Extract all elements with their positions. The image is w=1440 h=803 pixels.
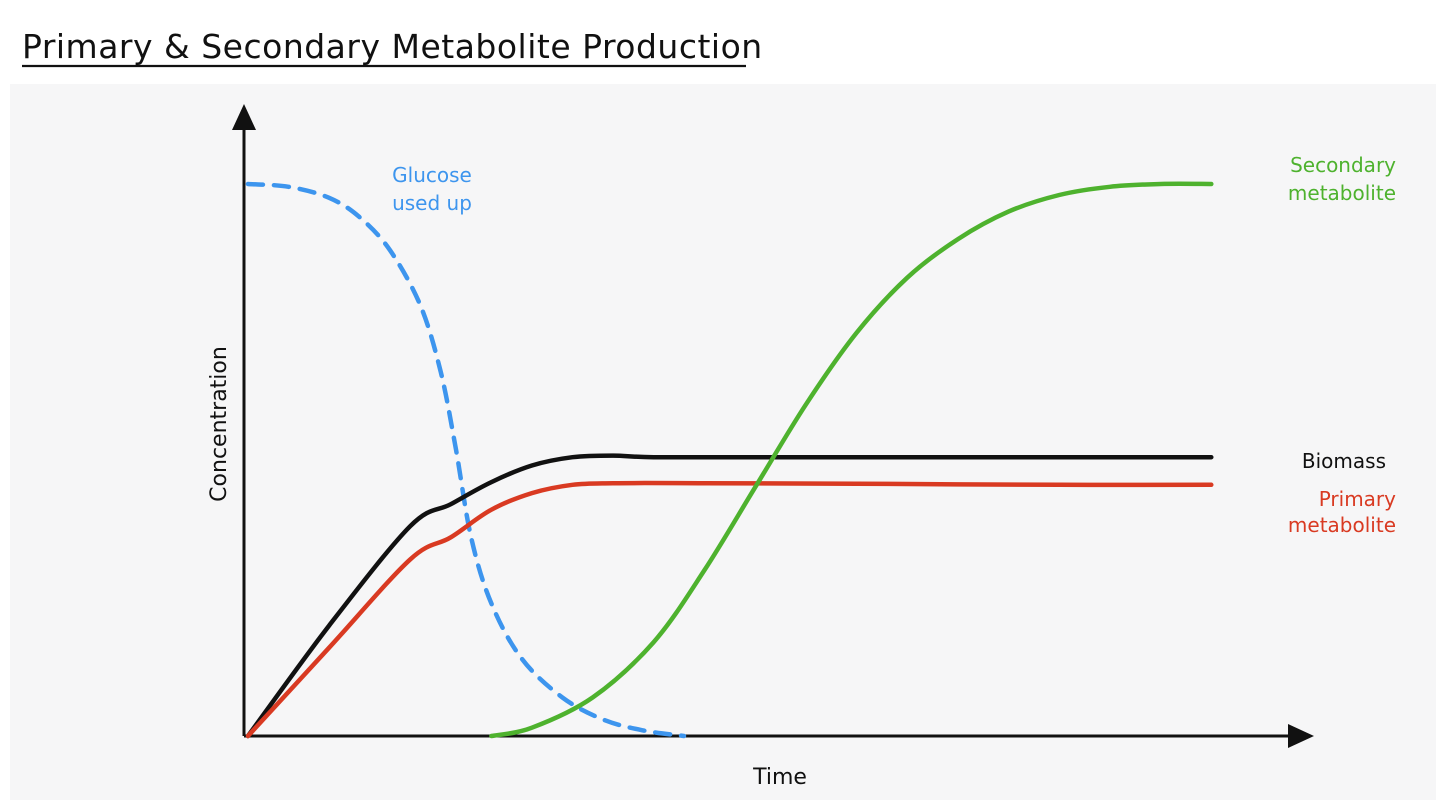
series-label-biomass: Biomass [1302,449,1386,473]
series-line-biomass [245,453,1214,739]
x-axis-arrowhead [1288,724,1314,748]
y-axis-label: Concentration [207,346,232,502]
y-axis [232,104,256,736]
series-label-line: Biomass [1302,449,1386,473]
chart-background [10,84,1436,800]
y-axis-arrowhead [232,104,256,130]
series-label-line: Primary [1319,487,1396,511]
series-layer [245,181,1214,739]
series-line-secondary [489,181,1214,739]
series-label-glucose: Glucose used up [392,163,472,215]
series-line-primary [245,480,1214,739]
series-label-line: metabolite [1288,181,1396,205]
chart-title: Primary & Secondary Metabolite Productio… [22,27,763,66]
series-label-line: Secondary [1290,153,1396,177]
x-axis [244,724,1314,748]
series-label-line: used up [392,191,472,215]
x-axis-label: Time [752,765,807,790]
series-line-glucose [245,181,687,739]
series-label-line: Glucose [392,163,472,187]
series-label-primary: Primary metabolite [1288,487,1396,537]
series-label-secondary: Secondary metabolite [1288,153,1396,205]
series-label-line: metabolite [1288,513,1396,537]
